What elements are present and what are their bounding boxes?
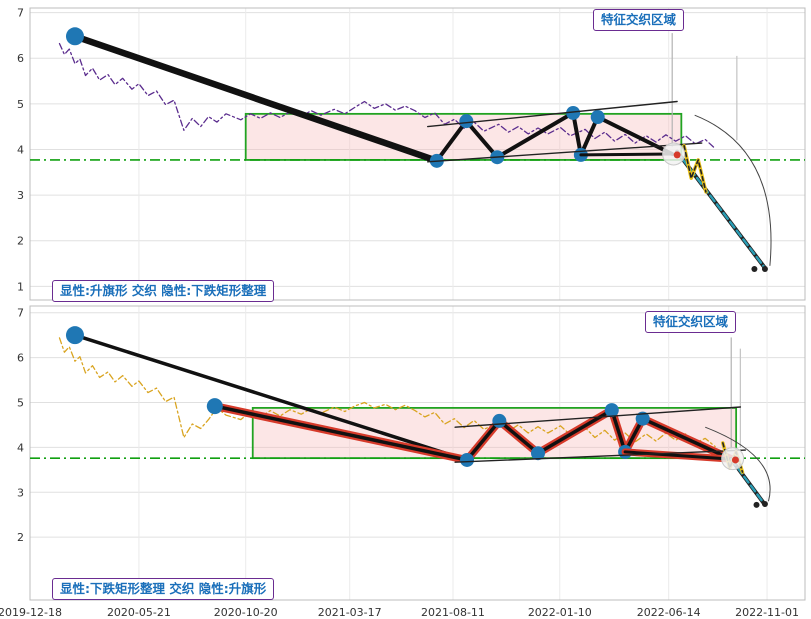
- guide-curve: [694, 114, 772, 266]
- series-price-line: [58, 42, 716, 150]
- caption-pattern-bottom: 显性:下跌矩形整理 交织 隐性:升旗形: [52, 578, 275, 601]
- series-flag-upper-bound: [427, 100, 678, 128]
- pivot-marker: [531, 446, 546, 461]
- pivot-marker: [751, 265, 758, 272]
- y-tick-label: 7: [17, 307, 24, 320]
- y-tick-label: 6: [17, 352, 24, 365]
- x-tick-label: 2022-01-10: [528, 606, 592, 619]
- y-tick-label: 5: [17, 98, 24, 111]
- x-tick-label: 2019-12-18: [0, 606, 62, 619]
- y-tick-label: 1: [17, 280, 24, 293]
- y-tick-label: 2: [17, 235, 24, 248]
- y-tick-label: 6: [17, 52, 24, 65]
- pivot-marker: [753, 501, 760, 508]
- y-tick-label: 4: [17, 143, 24, 156]
- apex-red-dot: [731, 456, 739, 464]
- y-tick-label: 7: [17, 7, 24, 20]
- pivot-marker: [65, 326, 84, 345]
- y-tick-label: 2: [17, 531, 24, 544]
- pivot-marker: [492, 413, 507, 428]
- series-forecast-path: [675, 150, 767, 270]
- pivot-marker: [635, 411, 650, 426]
- series-rect-upper-bound: [454, 406, 742, 428]
- pivot-marker: [604, 403, 619, 418]
- series-breakout-lightning-dash: [683, 145, 707, 193]
- pivot-marker: [460, 452, 475, 467]
- x-tick-label: 2020-10-20: [214, 606, 278, 619]
- series-flagpole-trend: [71, 33, 441, 165]
- series-apex-lower-line: [579, 152, 674, 157]
- x-tick-label: 2022-11-01: [735, 606, 799, 619]
- x-tick-label: 2022-06-14: [637, 606, 701, 619]
- x-tick-label: 2021-03-17: [318, 606, 382, 619]
- pivot-marker: [590, 110, 605, 125]
- series-main-trend: [73, 333, 469, 462]
- series-forecast-path: [730, 457, 767, 506]
- series-pole-highlighted: [213, 404, 469, 462]
- annotation-feature-zone-top: 特征交织区域: [593, 9, 685, 32]
- pivot-marker: [206, 398, 223, 415]
- y-tick-label: 3: [17, 189, 24, 202]
- series-price-line: [58, 337, 716, 448]
- apex-red-dot: [673, 151, 681, 159]
- x-tick-label: 2020-05-21: [107, 606, 171, 619]
- x-tick-label: 2021-08-11: [421, 606, 485, 619]
- series-apex-lower-line-highlighted: [623, 450, 733, 461]
- y-tick-label: 5: [17, 397, 24, 410]
- caption-pattern-top: 显性:升旗形 交织 隐性:下跌矩形整理: [52, 280, 275, 303]
- series-rect-lower-bound: [454, 449, 746, 463]
- series-flag-lower-bound: [427, 142, 703, 163]
- pivot-marker: [761, 265, 768, 272]
- y-tick-label: 3: [17, 486, 24, 499]
- pivot-marker: [566, 105, 581, 120]
- pivot-marker: [761, 500, 768, 507]
- guide-curve: [705, 426, 771, 502]
- pivot-marker: [65, 27, 84, 46]
- annotation-feature-zone-bottom: 特征交织区域: [645, 311, 737, 334]
- apex-highlight: [662, 142, 686, 166]
- pivot-marker: [459, 114, 474, 129]
- chart-top: 1 2 3 4 5 6 7: [17, 7, 806, 301]
- y-tick-label: 4: [17, 441, 24, 454]
- chart-bottom: 2 3 4 5 6 7 2019-12-18 2020-05-21 2020-10-20 2021…: [0, 305, 806, 619]
